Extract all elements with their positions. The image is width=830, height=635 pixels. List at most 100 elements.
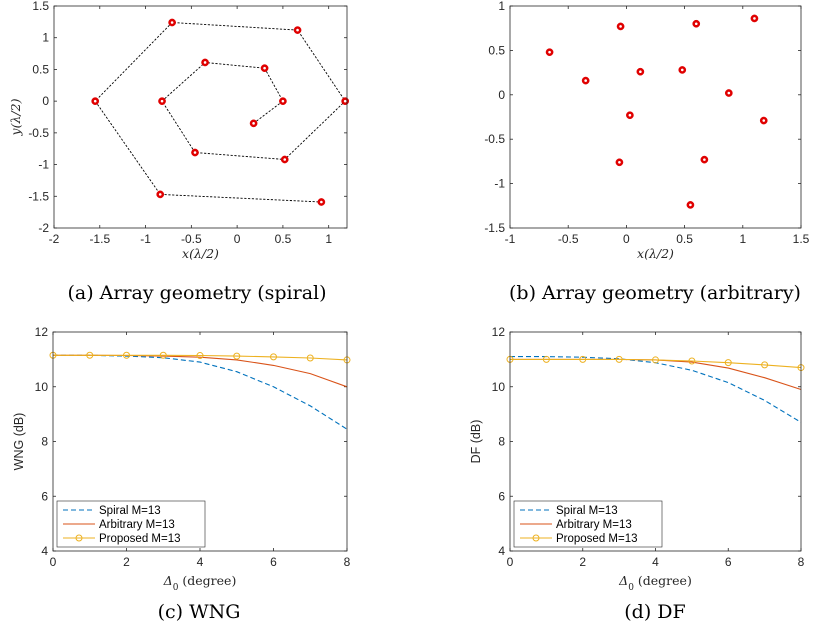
panel-caption: (a) Array geometry (spiral) [67,282,326,304]
x-tick-label: 1 [325,232,332,246]
x-tick-label: 6 [270,555,277,569]
sensor-point-center [703,158,706,161]
y-tick-label: -1.5 [28,189,49,203]
sensor-point-center [628,113,632,117]
plot-area [54,6,347,228]
plot-area [510,6,801,228]
sensor-point-center [296,28,299,32]
series-line-2 [510,358,802,369]
series-marker-2 [233,352,241,360]
x-axis-label: Δ0 (degree) [618,573,692,593]
y-tick-label: -1.5 [484,221,505,235]
y-tick-label: 4 [498,544,505,558]
x-axis-label: x(λ/2) [182,246,219,261]
sensor-point-center [281,99,285,103]
panel-caption: (d) DF [624,601,685,623]
sensor-point-center [639,70,642,74]
series-marker-2 [270,353,277,361]
y-tick-label: -1 [494,177,505,191]
sensor-point-center [170,21,174,24]
panel-a-spiral-geometry: -2 -1.5 -1 -0.5 0 0.5 1 -2 -1.5 -1 -0.5 0 0.5 1 1.5 x(λ… [8,0,350,304]
axes-frame [509,331,802,552]
y-tick-label: 4 [41,544,48,558]
sensor-point-center [283,158,287,161]
panel-b-arbitrary-geometry: -1 -0.5 0 0.5 1 1.5-1.5-1-0.500.51x(λ/2)(b) A… [484,0,809,304]
sensor-point-center [727,91,731,95]
x-axis-label: Δ0 (degree) [163,573,237,593]
sensor-point-center [158,193,162,196]
x-tick-label: 4 [652,555,659,569]
y-tick-label: -0.5 [484,132,505,146]
sensor-point-center [680,68,684,72]
series-marker-2 [86,351,94,359]
legend-swatch-marker [532,534,540,542]
panel-caption: (c) WNG [158,601,241,623]
legend-label: Proposed M=13 [556,533,638,545]
series-marker-2 [159,351,167,359]
sensor-point-center [694,22,698,26]
x-tick-label: 4 [197,555,204,569]
legend-label: Proposed M=13 [99,533,181,545]
y-tick-label: 1 [42,31,49,45]
y-tick-label: 10 [492,380,506,394]
series-line-2 [53,354,348,361]
y-tick-label: 0.5 [488,43,505,57]
series-marker-2 [688,357,696,365]
sensor-point-center [160,99,164,103]
sensor-point-center [193,151,197,154]
y-tick-label: 6 [498,489,505,503]
y-tick-label: 1 [498,0,505,13]
y-tick-label: 1.5 [32,0,49,13]
panel-caption: (b) Array geometry (arbitrary) [509,282,801,304]
series-marker-2 [761,361,769,369]
sensor-point-center [584,79,587,82]
x-tick-label: 0 [234,232,241,246]
x-tick-label: 0 [623,232,630,246]
x-axis-label: x(λ/2) [637,246,674,261]
x-tick-label: -1 [505,232,516,246]
y-tick-label: 0.5 [32,62,49,76]
y-tick-label: 8 [41,435,48,449]
axes-frame [52,331,348,552]
y-tick-label: 12 [35,325,49,339]
sensor-point-center [619,25,622,28]
y-tick-label: 8 [498,435,505,449]
x-tick-label: 2 [579,555,586,569]
y-tick-label: -0.5 [28,126,49,140]
sensor-point-center [548,50,551,54]
series-marker-2 [724,359,732,367]
sensor-point-center [252,122,255,125]
sensor-point-center [689,203,692,207]
y-tick-label: -1 [38,158,49,172]
legend-label: Spiral M=13 [556,505,618,517]
panel-c-wng: 0 2 4 6 8 4 6 8 10 12 Spiral M=13 Arbitrary M=13 Pro… [12,325,351,623]
y-tick-label: -2 [38,221,49,235]
x-tick-label: 1 [739,232,746,246]
sensor-point-center [93,99,97,103]
x-tick-label: -1.5 [89,232,110,246]
x-tick-label: 8 [344,555,351,569]
sensor-point-center [203,61,207,64]
x-tick-label: 1.5 [793,232,810,246]
y-axis-label: y(λ/2) [8,98,23,136]
x-tick-label: 0 [507,555,514,569]
series-marker-2 [196,352,204,360]
x-tick-label: -0.5 [558,232,579,246]
x-tick-label: -1 [140,232,151,246]
panel-d-df: 0 2 4 6 8 4 6 8 10 12 Spiral M=13 Arbitrary M=13 Pro… [469,325,805,623]
sensor-point-center [343,99,347,103]
sensor-point-center [618,160,621,164]
x-tick-label: 0 [50,555,57,569]
series-marker-2 [652,356,659,364]
axes-frame [509,5,802,229]
series-marker-2 [123,351,130,359]
x-tick-label: 0.5 [676,232,693,246]
x-tick-label: 2 [123,555,130,569]
y-tick-label: 0 [498,88,505,102]
x-tick-label: 6 [725,555,732,569]
series-marker-2 [615,355,623,363]
x-tick-label: -2 [49,232,60,246]
legend-label: Arbitrary M=13 [556,519,632,531]
x-tick-label: 8 [798,555,805,569]
